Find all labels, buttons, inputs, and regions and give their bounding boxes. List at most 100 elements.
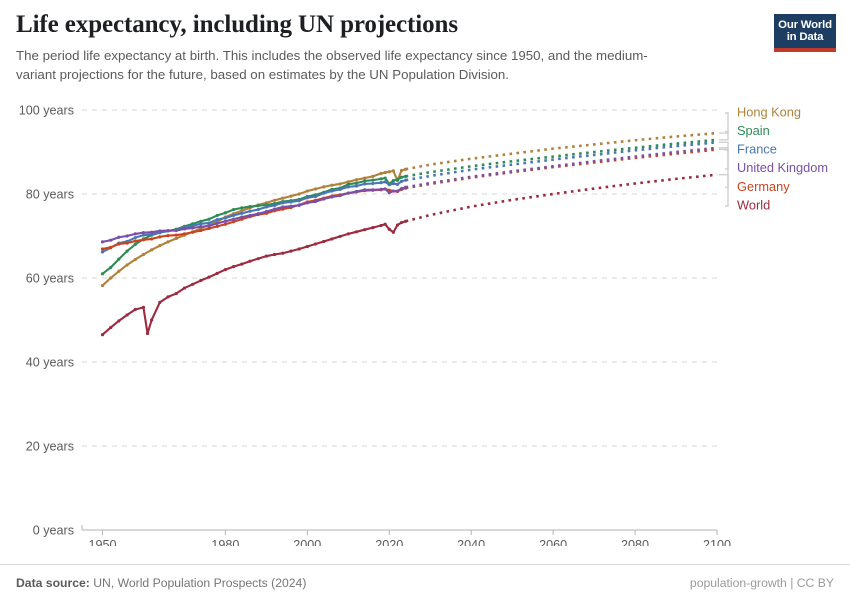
projection-line	[405, 173, 718, 223]
data-point	[387, 227, 391, 231]
x-axis-tick-label: 2100	[703, 538, 731, 546]
data-point	[338, 187, 342, 191]
data-point	[330, 237, 334, 241]
data-point	[133, 257, 137, 262]
data-point	[289, 194, 293, 198]
x-axis-tick-label: 2040	[457, 538, 485, 546]
legend-connector	[719, 112, 729, 134]
legend-label: United Kingdom	[737, 160, 828, 175]
series-spain[interactable]	[100, 138, 718, 276]
data-point	[289, 204, 293, 208]
data-point	[371, 181, 375, 186]
legend-item-world[interactable]: World	[719, 173, 770, 213]
data-point	[231, 207, 236, 212]
data-point	[207, 224, 211, 228]
data-point	[215, 213, 219, 218]
data-point	[305, 196, 309, 200]
license-note[interactable]: population-growth | CC BY	[689, 576, 834, 590]
data-point	[240, 209, 244, 213]
legend-label: France	[737, 142, 777, 157]
data-point	[313, 199, 318, 204]
data-point	[215, 224, 219, 228]
legend-item-germany[interactable]: Germany	[719, 148, 790, 194]
data-point	[158, 235, 162, 239]
data-point	[354, 184, 359, 188]
data-point	[383, 222, 387, 226]
data-point	[100, 272, 105, 276]
data-point	[117, 257, 121, 261]
data-point	[346, 185, 350, 189]
owid-logo[interactable]: Our World in Data	[774, 14, 836, 52]
data-point	[391, 178, 395, 183]
data-point	[150, 237, 154, 241]
data-point	[379, 187, 383, 191]
data-point	[322, 239, 326, 244]
series-hong-kong[interactable]	[100, 131, 718, 288]
data-point	[346, 191, 350, 195]
data-point	[322, 197, 326, 201]
data-point	[281, 205, 285, 209]
data-point	[141, 252, 146, 257]
data-point	[281, 196, 285, 200]
series-france[interactable]	[100, 141, 718, 254]
data-point	[379, 223, 383, 228]
data-point	[354, 230, 359, 234]
data-point	[363, 182, 367, 186]
data-point	[305, 189, 309, 193]
y-axis-tick-label: 20 years	[26, 440, 74, 454]
legend-label: World	[737, 197, 770, 212]
data-point	[117, 242, 121, 246]
data-point	[391, 230, 395, 234]
chart-plot-area[interactable]: 0 years 20 years 40 years 60 years 80 years 1…	[0, 96, 850, 547]
data-point	[223, 268, 227, 272]
data-point	[109, 325, 113, 330]
data-point	[338, 194, 342, 198]
data-point	[191, 226, 195, 230]
data-point	[256, 204, 260, 208]
data-point	[125, 249, 129, 253]
data-point	[231, 213, 236, 218]
line-chart[interactable]: 0 years 20 years 40 years 60 years 80 years 1…	[0, 96, 850, 547]
data-point	[231, 217, 236, 221]
legend-item-hong-kong[interactable]: Hong Kong	[719, 104, 801, 134]
data-point	[223, 222, 227, 226]
data-point	[199, 278, 203, 283]
data-point	[305, 201, 309, 205]
data-point	[223, 216, 227, 220]
data-point	[100, 333, 105, 337]
data-point	[248, 213, 252, 218]
data-point	[256, 212, 260, 216]
data-point	[145, 331, 150, 336]
series-united-kingdom[interactable]	[100, 146, 718, 244]
legend-connector	[719, 148, 729, 189]
series-germany[interactable]	[100, 148, 718, 251]
data-point	[158, 244, 162, 248]
legend-connector	[719, 141, 729, 151]
data-point	[346, 182, 350, 186]
legend-item-france[interactable]: France	[719, 142, 777, 157]
data-point	[199, 225, 203, 229]
data-point	[383, 170, 387, 175]
data-point	[297, 247, 301, 251]
data-point	[289, 200, 293, 204]
data-point	[182, 232, 187, 236]
data-point	[174, 228, 178, 233]
data-point	[256, 207, 260, 212]
data-point	[363, 228, 367, 232]
legend-label: Spain	[737, 123, 770, 138]
data-point	[174, 291, 178, 296]
data-point	[133, 236, 137, 240]
data-point	[182, 286, 187, 290]
data-point	[158, 229, 162, 233]
page-title: Life expectancy, including UN projection…	[16, 11, 458, 38]
legend-item-spain[interactable]: Spain	[719, 123, 770, 141]
data-point	[166, 233, 170, 238]
data-point	[215, 221, 219, 225]
series-world[interactable]	[100, 173, 718, 337]
data-point	[313, 187, 318, 191]
data-point	[207, 226, 211, 231]
data-point	[109, 238, 113, 242]
projection-line	[405, 141, 718, 182]
data-point	[272, 203, 277, 207]
data-point	[207, 275, 211, 279]
